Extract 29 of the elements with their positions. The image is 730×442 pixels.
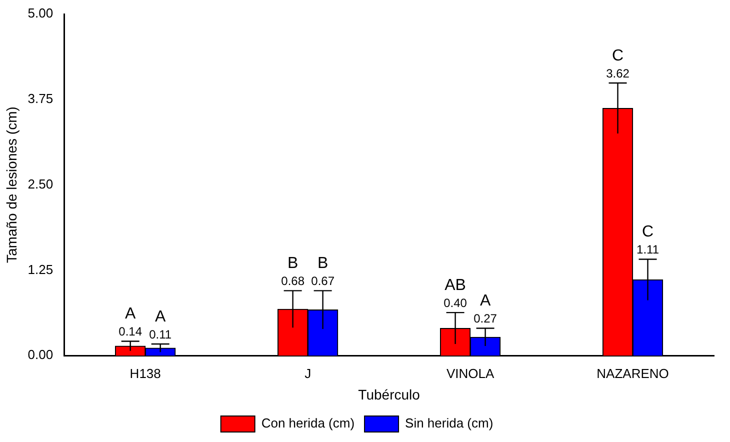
legend-label: Sin herida (cm)	[405, 416, 494, 431]
y-tick-label: 1.25	[28, 262, 54, 277]
x-tick-label: NAZARENO	[596, 366, 669, 381]
annotation: C	[642, 224, 654, 241]
data-label: 0.11	[149, 327, 172, 342]
data-label: 0.40	[444, 296, 468, 310]
y-tick-label: 3.75	[28, 90, 54, 106]
data-label: 1.11	[636, 242, 660, 257]
data-label: 0.68	[281, 274, 305, 288]
annotation: A	[155, 308, 166, 326]
y-axis-title: Tamaño de lesiones (cm)	[3, 106, 20, 264]
x-tick-label: J	[304, 366, 312, 381]
y-tick-label: 2.50	[28, 176, 54, 192]
annotation: B	[287, 255, 298, 272]
data-label: 0.67	[311, 274, 335, 288]
data-label: 0.27	[474, 312, 498, 326]
annotation: B	[317, 255, 328, 272]
annotation: C	[612, 47, 624, 64]
y-tick-label: 0.00	[28, 347, 54, 362]
annotation: A	[480, 292, 491, 310]
x-tick-label: H138	[130, 366, 161, 381]
annotation: AB	[444, 276, 466, 294]
data-label: 3.62	[606, 66, 630, 80]
x-tick-label: VINOLA	[446, 366, 494, 381]
annotation: A	[125, 306, 136, 323]
x-axis-title: Tubérculo	[358, 386, 420, 402]
y-tick-label: 5.00	[28, 6, 54, 21]
data-label: 0.14	[118, 324, 142, 339]
legend-label: Con herida (cm)	[261, 416, 355, 431]
